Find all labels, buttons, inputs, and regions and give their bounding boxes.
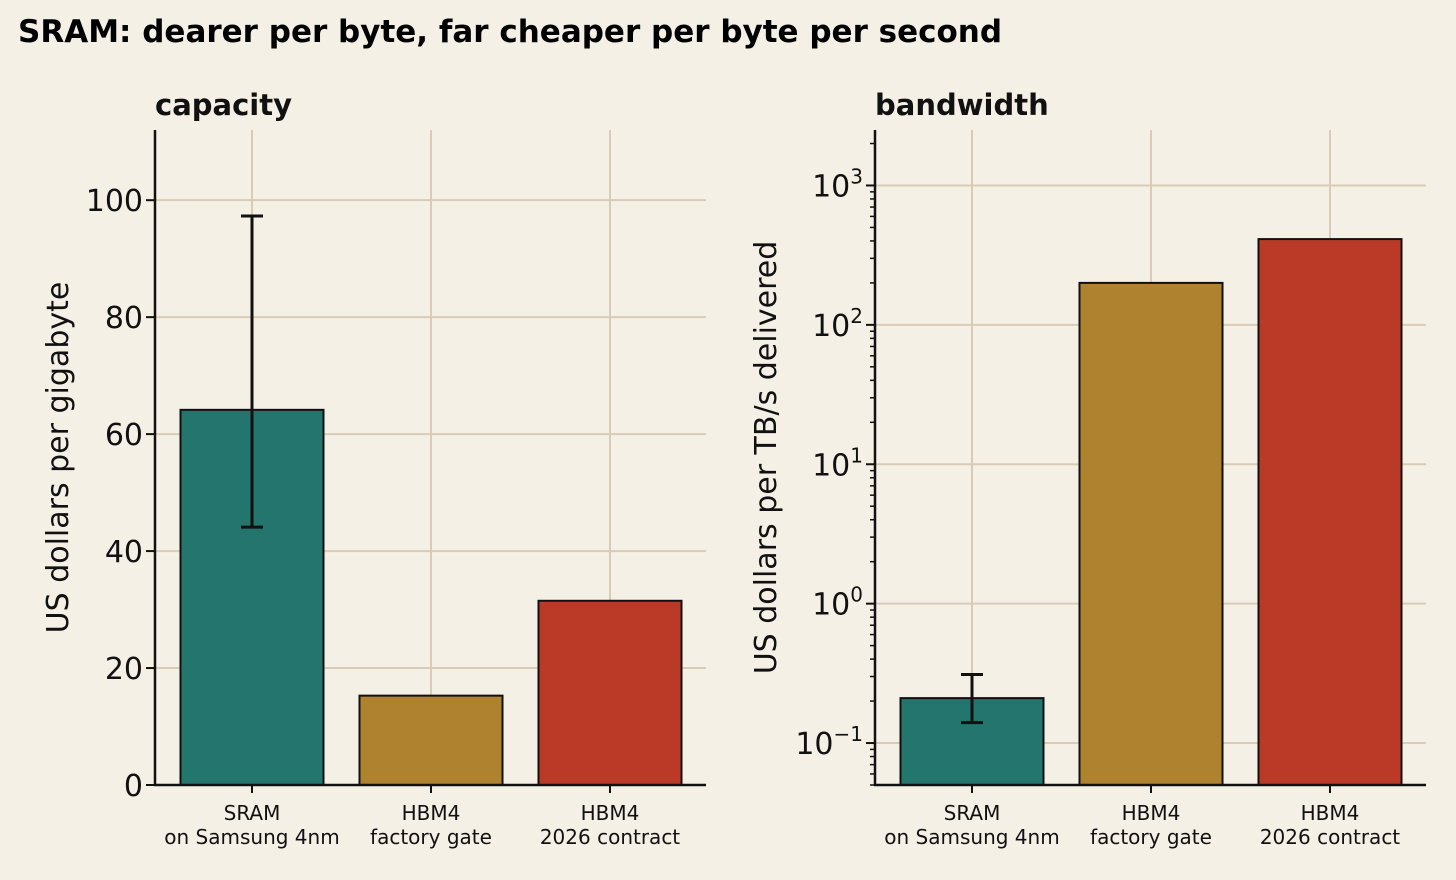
y-tick-label: 100 [86,184,143,219]
y-tick-label: 40 [105,535,143,570]
x-tick-label: HBM4 [1122,801,1181,825]
y-axis-label: US dollars per gigabyte [41,282,76,634]
x-tick-label: factory gate [370,825,492,849]
y-tick-exponent: 3 [850,164,863,188]
y-tick-base: 10 [795,727,833,762]
y-tick-exponent: 0 [850,583,863,607]
y-tick-base: 10 [812,169,850,204]
x-tick-label: 2026 contract [1260,825,1400,849]
y-tick-base: 10 [812,448,850,483]
y-tick-exponent: −1 [834,722,863,746]
y-axis-label: US dollars per TB/s delivered [749,241,784,675]
x-tick-label: 2026 contract [540,825,680,849]
x-tick-label: HBM4 [581,801,640,825]
x-tick-label: on Samsung 4nm [884,825,1059,849]
y-tick-label: 0 [124,769,143,804]
x-tick-label: SRAM [944,801,1001,825]
x-tick-label: factory gate [1090,825,1212,849]
y-tick-label: 103 [812,164,863,204]
figure-title: SRAM: dearer per byte, far cheaper per b… [18,14,1002,50]
bar [1257,238,1403,786]
y-tick-label: 20 [105,652,143,687]
bar [1078,281,1224,786]
y-tick-label: 101 [812,443,863,483]
y-tick-label: 80 [105,301,143,336]
panel-title: bandwidth [875,88,1049,122]
y-tick-label: 10−1 [795,722,863,762]
bar [537,599,683,786]
y-tick-label: 102 [812,304,863,344]
panel-title: capacity [155,88,292,122]
y-tick-label: 60 [105,418,143,453]
x-tick-label: on Samsung 4nm [164,825,339,849]
x-tick-label: HBM4 [1301,801,1360,825]
y-tick-label: 100 [812,583,863,623]
x-tick-label: HBM4 [402,801,461,825]
x-tick-label: SRAM [224,801,281,825]
y-tick-base: 10 [812,588,850,623]
bar [358,694,504,786]
y-tick-base: 10 [812,309,850,344]
y-tick-exponent: 1 [850,443,863,467]
y-tick-exponent: 2 [850,304,863,328]
